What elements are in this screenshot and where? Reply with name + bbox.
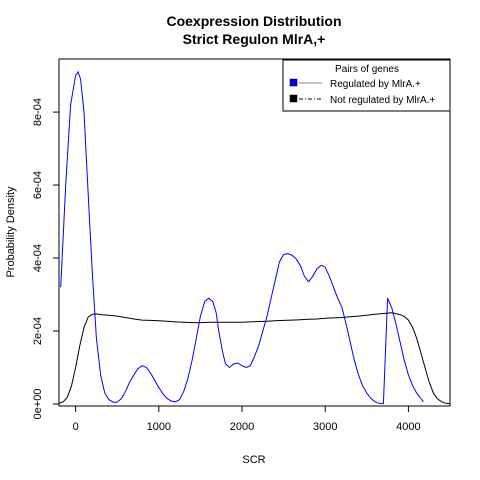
chart-title: Coexpression Distribution	[166, 13, 341, 29]
legend-label-regulated: Regulated by MlrA.+	[330, 79, 421, 90]
x-tick-label: 2000	[230, 421, 254, 433]
y-tick-label: 6e-04	[32, 171, 44, 199]
x-tick-label: 4000	[396, 421, 420, 433]
legend-box	[282, 59, 451, 112]
legend-swatch-regulated	[289, 78, 298, 87]
y-axis: 0e+00 2e-04 4e-04 6e-04 8e-04	[32, 98, 59, 419]
x-axis-label: SCR	[242, 454, 265, 466]
y-tick-label: 2e-04	[32, 317, 44, 345]
legend-swatch-not-regulated	[289, 94, 298, 103]
y-axis-label: Probability Density	[5, 186, 17, 278]
series-line-not-regulated	[58, 312, 451, 405]
series-line-regulated	[60, 70, 424, 405]
plot-frame	[58, 58, 451, 407]
legend: Pairs of genes Regulated by MlrA.+ Not r…	[282, 59, 451, 112]
x-axis: 0 1000 2000 3000 4000	[73, 406, 421, 433]
chart-subtitle: Strict Regulon MlrA,+	[183, 31, 326, 47]
legend-label-not-regulated: Not regulated by MlrA.+	[330, 95, 435, 106]
y-tick-label: 0e+00	[32, 389, 44, 420]
series-layer	[58, 70, 451, 405]
x-tick-label: 0	[73, 421, 79, 433]
x-tick-label: 1000	[147, 421, 171, 433]
y-tick-label: 8e-04	[32, 98, 44, 126]
x-tick-label: 3000	[313, 421, 337, 433]
y-tick-label: 4e-04	[32, 244, 44, 272]
legend-title: Pairs of genes	[335, 64, 399, 75]
